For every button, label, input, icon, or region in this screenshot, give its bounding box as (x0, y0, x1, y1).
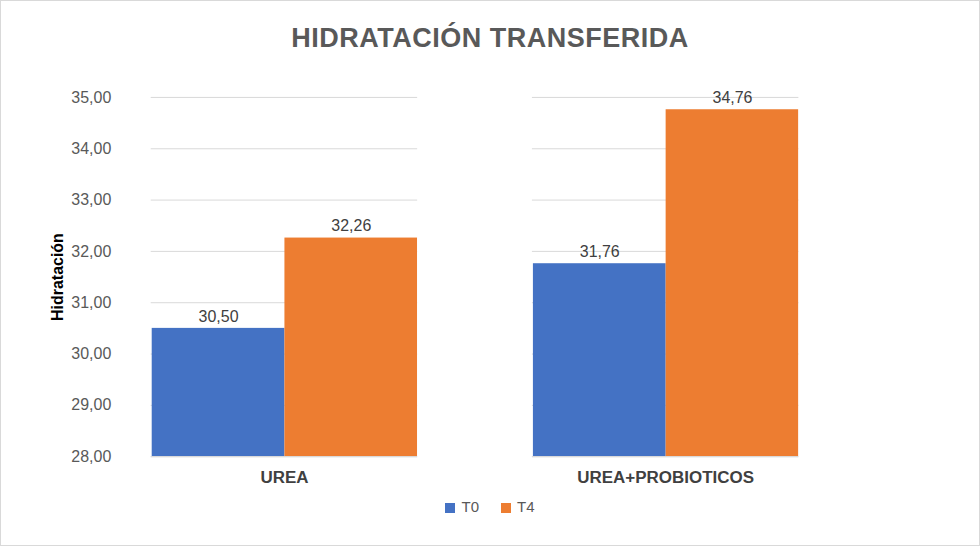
svg-text:30,50: 30,50 (199, 308, 239, 325)
html-text:T0: T0 (461, 498, 479, 516)
svg-text:Hidratación: Hidratación (49, 233, 66, 321)
svg-text:UREA: UREA (260, 468, 308, 487)
html-text:HIDRATACIÓN TRANSFERIDA: HIDRATACIÓN TRANSFERIDA (291, 23, 689, 53)
svg-text:29,00: 29,00 (71, 396, 111, 413)
svg-text:31,00: 31,00 (71, 294, 111, 311)
svg-text:32,26: 32,26 (331, 217, 371, 234)
svg-text:30,00: 30,00 (71, 345, 111, 362)
html-text:T4: T4 (517, 498, 535, 516)
svg-text:34,00: 34,00 (71, 140, 111, 157)
svg-text:31,76: 31,76 (580, 243, 620, 260)
svg-text:28,00: 28,00 (71, 448, 111, 465)
svg-text:32,00: 32,00 (71, 243, 111, 260)
svg-text:34,76: 34,76 (713, 89, 753, 106)
svg-text:35,00: 35,00 (71, 89, 111, 106)
svg-text:UREA+PROBIOTICOS: UREA+PROBIOTICOS (577, 468, 754, 487)
svg-text:33,00: 33,00 (71, 191, 111, 208)
